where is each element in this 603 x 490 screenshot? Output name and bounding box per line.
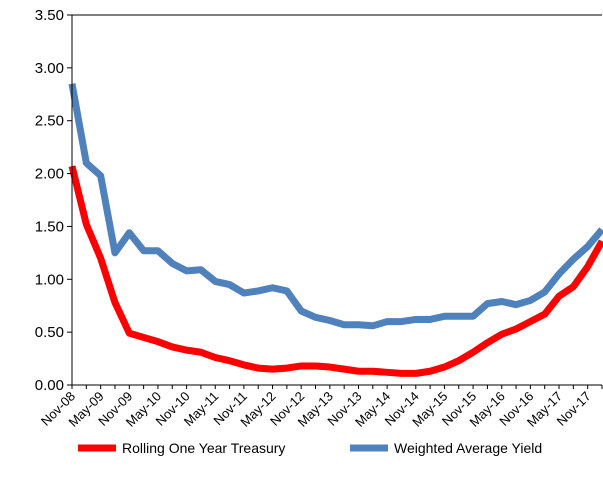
y-tick-label: 0.50 (35, 324, 64, 341)
y-tick-label: 3.00 (35, 60, 64, 77)
series-line (68, 83, 603, 330)
y-tick-label: 2.50 (35, 113, 64, 130)
series-line (68, 165, 603, 377)
y-tick-label: 2.00 (35, 166, 64, 183)
legend-label: Weighted Average Yield (394, 440, 542, 456)
y-tick-label: 0.00 (35, 377, 64, 394)
y-tick-label: 3.50 (35, 7, 64, 24)
y-tick-label: 1.50 (35, 218, 64, 235)
plot-lines (68, 83, 603, 377)
y-tick-label: 1.00 (35, 271, 64, 288)
legend-label: Rolling One Year Treasury (122, 440, 285, 456)
